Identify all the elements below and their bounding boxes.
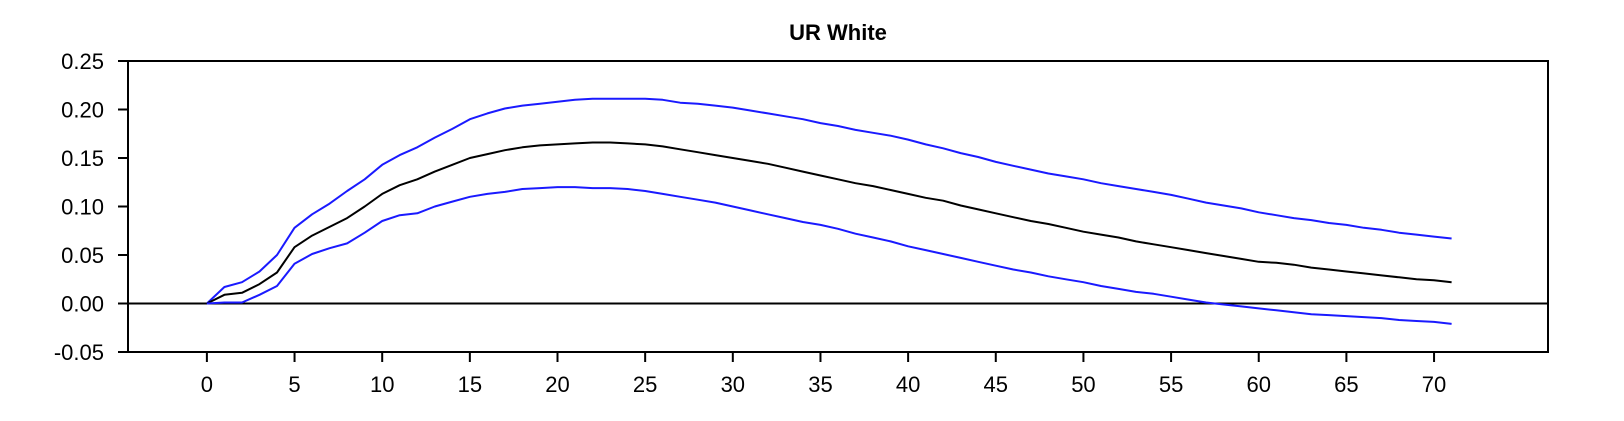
series-line-lower (206, 186, 1452, 325)
series-line-center (206, 141, 1452, 305)
x-tick-label: 70 (1422, 372, 1446, 397)
y-tick-label: 0.15 (61, 146, 104, 171)
x-tick-label: 30 (721, 372, 745, 397)
y-tick-label: 0.25 (61, 49, 104, 74)
x-tick-label: 65 (1334, 372, 1358, 397)
x-tick-label: 0 (201, 372, 213, 397)
plot-area-frame (127, 60, 1549, 353)
x-tick-label: 20 (545, 372, 569, 397)
series-line-upper (206, 97, 1452, 305)
x-tick-label: 35 (808, 372, 832, 397)
x-tick-label: 25 (633, 372, 657, 397)
x-tick-label: 45 (984, 372, 1008, 397)
chart-title: UR White (789, 20, 887, 45)
y-tick-label: 0.05 (61, 243, 104, 268)
x-tick-label: 40 (896, 372, 920, 397)
x-axis-ticks: 0 5 10 15 20 25 30 35 40 45 50 55 60 65 70 (201, 352, 1446, 397)
x-tick-label: 50 (1071, 372, 1095, 397)
y-tick-label: -0.05 (54, 340, 104, 365)
x-tick-label: 5 (288, 372, 300, 397)
y-tick-label: 0.10 (61, 195, 104, 220)
y-axis-ticks: -0.05 0.00 0.05 0.10 0.15 0.20 0.25 (54, 49, 128, 365)
series-lines (206, 97, 1452, 325)
x-tick-label: 55 (1159, 372, 1183, 397)
y-tick-label: 0.00 (61, 292, 104, 317)
x-tick-label: 10 (370, 372, 394, 397)
x-tick-label: 15 (458, 372, 482, 397)
y-tick-label: 0.20 (61, 98, 104, 123)
x-tick-label: 60 (1246, 372, 1270, 397)
